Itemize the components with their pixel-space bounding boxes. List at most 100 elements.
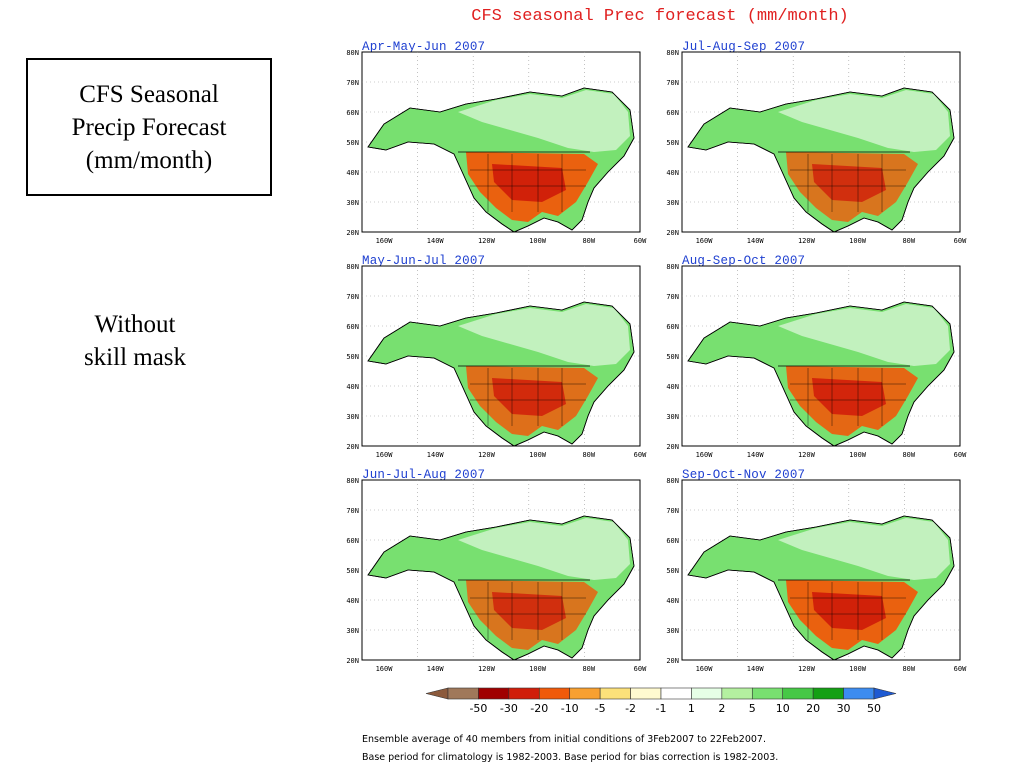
- lon-label: 160W: [376, 665, 394, 673]
- map-panel: Sep-Oct-Nov 2007 80N 70N 60N 50N 40N 30N 20N 16…: [650, 468, 970, 688]
- coastline: [367, 515, 635, 661]
- map-content: [367, 515, 635, 661]
- lon-label: 140W: [747, 237, 765, 245]
- map-panel: Apr-May-Jun 2007 80N 70N 60N 50N 40N 30N 20N 16…: [330, 40, 650, 260]
- lon-label: 100W: [529, 237, 547, 245]
- map-content: [687, 301, 955, 447]
- coastline: [687, 87, 955, 233]
- legend-bar: -50 -30 -20 -10 -5 -2 -1 1 2 5 10 20 30 50: [425, 687, 897, 715]
- legend-label: 50: [867, 702, 881, 715]
- lat-label: 20N: [666, 443, 679, 451]
- lat-label: 20N: [346, 657, 359, 665]
- lon-label: 80W: [902, 237, 915, 245]
- lat-label: 60N: [666, 537, 679, 545]
- lat-label: 80N: [346, 263, 359, 271]
- legend-swatch: [721, 687, 753, 700]
- legend-swatch: [691, 687, 723, 700]
- coastline: [367, 87, 635, 233]
- lon-label: 140W: [427, 451, 445, 459]
- lat-label: 60N: [346, 109, 359, 117]
- map-plot: 80N 70N 60N 50N 40N 30N 20N 160W 140W 120W 100W 80W…: [346, 263, 647, 459]
- map-content: [367, 301, 635, 447]
- lat-label: 50N: [346, 353, 359, 361]
- legend-label: 10: [776, 702, 790, 715]
- lat-label: 80N: [666, 477, 679, 485]
- legend-label: -20: [530, 702, 548, 715]
- neutral-region: [458, 518, 630, 580]
- map-plot: 80N 70N 60N 50N 40N 30N 20N 160W 140W 120W 100W 80W…: [666, 49, 967, 245]
- map-panel: Jul-Aug-Sep 2007 80N 70N 60N 50N 40N 30N 20N 16…: [650, 40, 970, 260]
- legend-swatch: [538, 687, 571, 700]
- note-line: skill mask: [83, 344, 187, 371]
- lon-label: 120W: [478, 665, 496, 673]
- coastline: [367, 301, 635, 447]
- legend-label: 20: [806, 702, 820, 715]
- legend-swatch: [599, 687, 631, 700]
- lon-label: 160W: [376, 237, 394, 245]
- lon-label: 80W: [582, 451, 595, 459]
- panel-title: Sep-Oct-Nov 2007: [682, 468, 806, 482]
- lat-label: 40N: [666, 169, 679, 177]
- legend-label: -30: [500, 702, 518, 715]
- lon-label: 120W: [478, 237, 496, 245]
- lat-label: 20N: [346, 443, 359, 451]
- neutral-region: [458, 304, 630, 366]
- lat-label: 70N: [346, 293, 359, 301]
- lat-label: 40N: [346, 169, 359, 177]
- lat-label: 50N: [346, 567, 359, 575]
- figure-title: CFS seasonal Prec forecast (mm/month): [471, 7, 849, 26]
- legend-swatch: [660, 687, 692, 700]
- panel-title: Jun-Jul-Aug 2007: [362, 468, 486, 482]
- lat-label: 70N: [346, 507, 359, 515]
- lat-label: 80N: [346, 49, 359, 57]
- legend-label: -5: [595, 702, 606, 715]
- lon-label: 140W: [747, 451, 765, 459]
- lat-label: 40N: [346, 383, 359, 391]
- lon-label: 140W: [747, 665, 765, 673]
- legend-swatch: [630, 687, 662, 700]
- panel-title: Jul-Aug-Sep 2007: [682, 40, 806, 54]
- map-panel: May-Jun-Jul 2007 80N 70N 60N 50N 40N 30N 20N 16…: [330, 254, 650, 474]
- legend-swatch: [569, 687, 601, 700]
- panel-title: May-Jun-Jul 2007: [362, 254, 486, 268]
- map-panel: Jun-Jul-Aug 2007 80N 70N 60N 50N 40N 30N 20N 16…: [330, 468, 650, 688]
- legend-swatch: [447, 687, 479, 700]
- lat-label: 80N: [666, 263, 679, 271]
- lat-label: 30N: [346, 413, 359, 421]
- lon-label: 60W: [954, 451, 967, 459]
- legend-arrow-left: [425, 687, 449, 700]
- lat-label: 70N: [666, 79, 679, 87]
- map-plot: 80N 70N 60N 50N 40N 30N 20N 160W 140W 120W 100W 80W…: [666, 263, 967, 459]
- panel-title: Apr-May-Jun 2007: [362, 40, 486, 54]
- lon-label: 60W: [634, 237, 647, 245]
- legend-swatch: [782, 687, 814, 700]
- legend-swatch: [812, 687, 844, 700]
- map-plot: 80N 70N 60N 50N 40N 30N 20N 160W 140W 120W 100W 80W…: [346, 49, 647, 245]
- lat-label: 40N: [666, 597, 679, 605]
- map-content: [687, 515, 955, 661]
- legend-arrow-right: [873, 687, 897, 700]
- lat-label: 80N: [346, 477, 359, 485]
- lon-label: 160W: [696, 665, 714, 673]
- legend-swatch: [751, 687, 784, 700]
- lat-label: 30N: [666, 627, 679, 635]
- strong-dry-region: [812, 378, 886, 416]
- lat-label: 40N: [666, 383, 679, 391]
- lat-label: 20N: [666, 657, 679, 665]
- lon-label: 60W: [634, 665, 647, 673]
- lat-label: 50N: [666, 139, 679, 147]
- map-plot: 80N 70N 60N 50N 40N 30N 20N 160W 140W 120W 100W 80W…: [346, 477, 647, 673]
- lon-label: 80W: [902, 665, 915, 673]
- footnote-line: Ensemble average of 40 members from init…: [362, 734, 766, 745]
- footnote: Ensemble average of 40 members from init…: [362, 731, 1002, 767]
- lat-label: 60N: [666, 323, 679, 331]
- lat-label: 50N: [666, 567, 679, 575]
- lat-label: 60N: [346, 537, 359, 545]
- lon-label: 100W: [849, 237, 867, 245]
- lon-label: 100W: [529, 451, 547, 459]
- neutral-region: [778, 304, 950, 366]
- slide-title-line: (mm/month): [85, 146, 213, 174]
- lat-label: 80N: [666, 49, 679, 57]
- legend-label: -2: [625, 702, 636, 715]
- lon-label: 120W: [798, 451, 816, 459]
